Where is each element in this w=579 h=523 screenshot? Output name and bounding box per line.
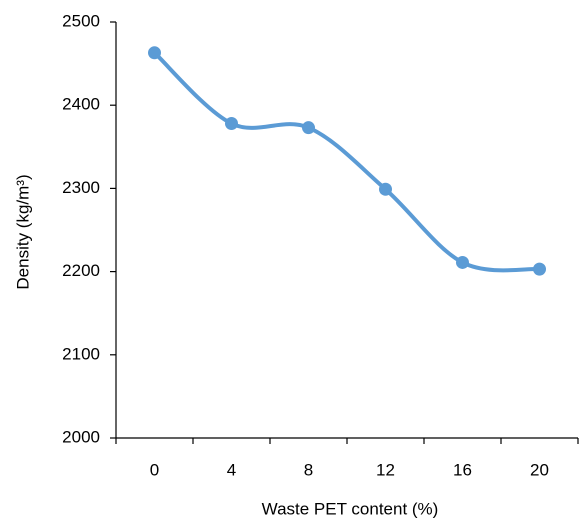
- x-axis-title: Waste PET content (%): [262, 499, 439, 518]
- y-tick-label: 2200: [62, 261, 100, 280]
- x-tick-label: 12: [376, 460, 395, 479]
- data-point: [533, 262, 546, 276]
- y-tick-label: 2400: [62, 95, 100, 114]
- y-axis-title: Density (kg/m³): [13, 174, 32, 289]
- data-point: [456, 255, 469, 269]
- y-tick-label: 2100: [62, 344, 100, 363]
- data-point: [302, 121, 315, 135]
- y-tick-label: 2300: [62, 178, 100, 197]
- x-tick-label: 8: [304, 460, 313, 479]
- y-tick-label: 2500: [62, 11, 100, 30]
- x-tick-label: 16: [453, 460, 472, 479]
- x-tick-label: 0: [150, 460, 159, 479]
- y-tick-label: 2000: [62, 427, 100, 446]
- data-point: [148, 46, 161, 60]
- x-tick-label: 20: [530, 460, 549, 479]
- x-tick-label: 4: [227, 460, 236, 479]
- data-point: [225, 117, 238, 131]
- data-point: [379, 182, 392, 196]
- data-line: [152, 50, 542, 273]
